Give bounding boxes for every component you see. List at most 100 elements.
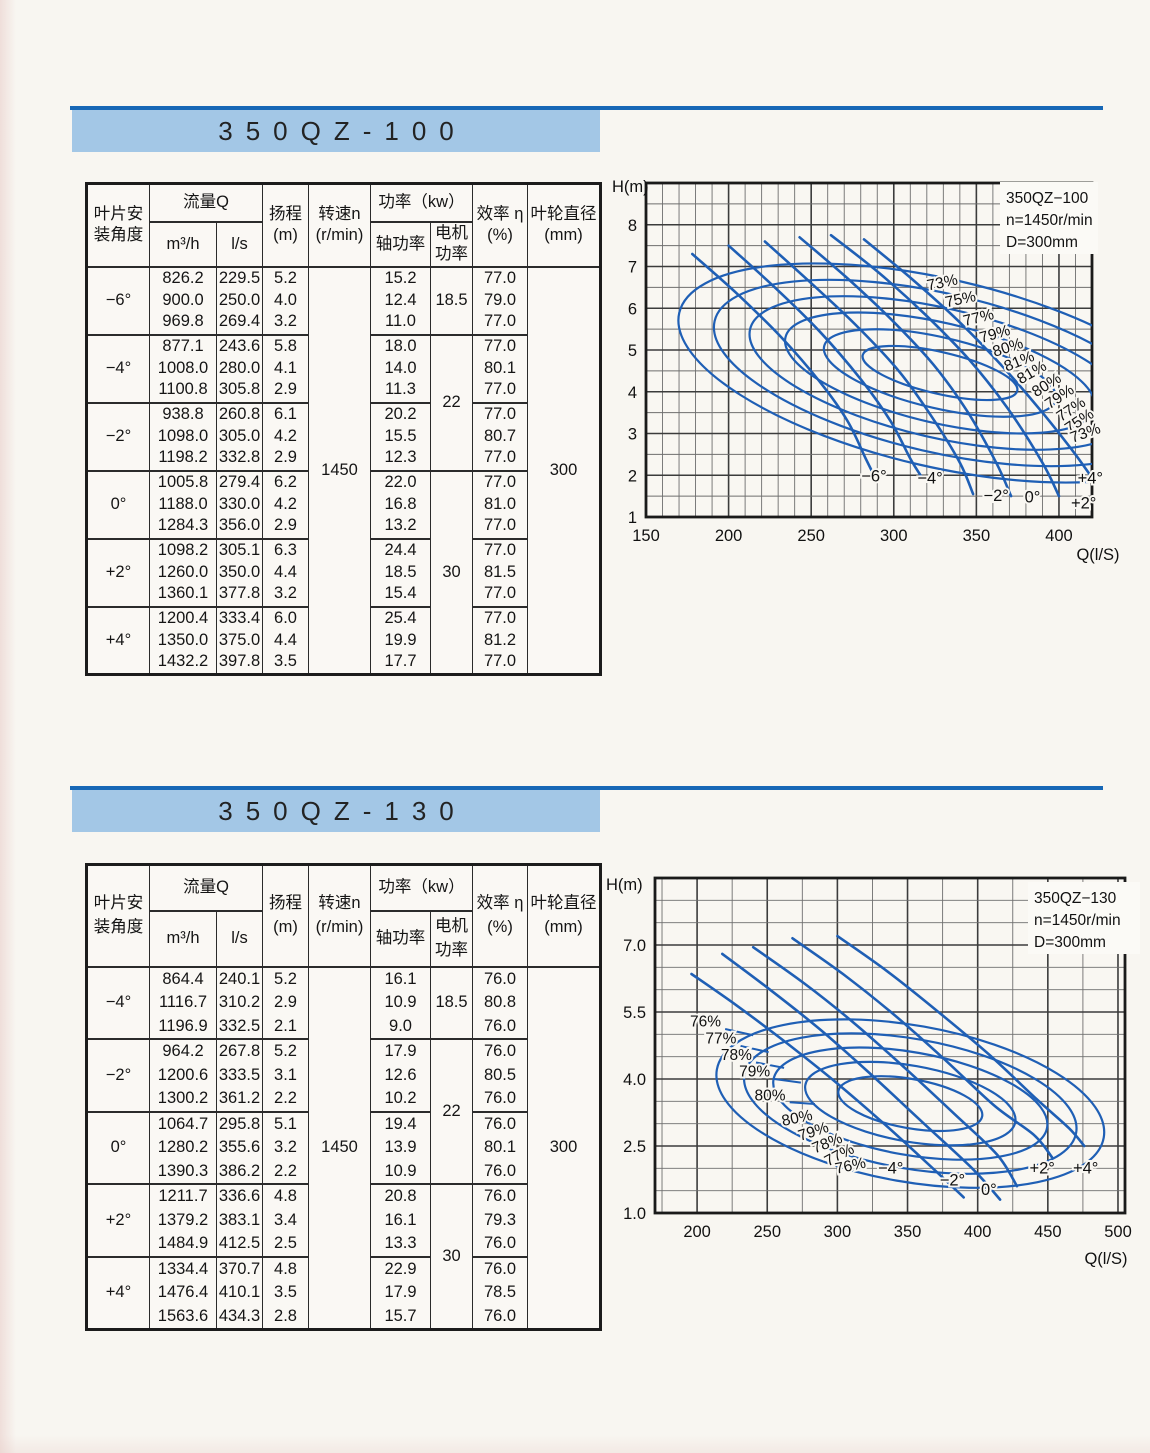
flow-ls-cell: 260.8 305.0 332.8 [216, 401, 263, 471]
header-head: 扬程 (m) [262, 864, 309, 968]
head-cell: 5.8 4.1 2.9 [262, 333, 309, 403]
efficiency-cell: 76.0 80.5 76.0 [472, 1038, 528, 1112]
y-tick-label: 2 [628, 467, 637, 485]
motor-power-cell: 30 [430, 469, 473, 675]
head-curve-−2° [721, 952, 1002, 1201]
contour-75% [712, 278, 1092, 468]
legend-box [1028, 882, 1140, 954]
efficiency-cell: 76.0 80.8 76.0 [472, 965, 528, 1040]
section2-top-rule [70, 786, 1103, 790]
data-table: 叶片安 装角度 流量Q 扬程 (m) 转速n (r/min) 功率（kw） 效率 η (%) 叶轮直… [85, 863, 602, 1331]
x-tick-label: 200 [715, 527, 743, 545]
impeller-dia-cell: 300 [527, 965, 601, 1330]
angle-cell: −2° [86, 1038, 150, 1112]
angle-cell: +4° [86, 605, 150, 675]
header-motor-power: 电机 功率 [430, 221, 473, 268]
table-row: 0° 1064.7 1280.2 1390.3 295.8 355.6 386.2 5.1 3.… [86, 1110, 601, 1185]
motor-power-cell: 22 [430, 1038, 473, 1185]
angle-cell: +2° [86, 1183, 150, 1257]
shaft-power-cell: 17.9 12.6 10.2 [370, 1038, 431, 1112]
label-leader [740, 1044, 769, 1054]
header-efficiency: 效率 η (%) [472, 864, 528, 968]
y-tick-label: 8 [628, 217, 637, 235]
blade-angle-label: +4° [1073, 1160, 1098, 1178]
motor-power-cell: 18.5 [430, 965, 473, 1040]
y-tick-label: 6 [628, 300, 637, 318]
head-curve-−4° [727, 244, 924, 479]
table-row: +4° 1200.4 1350.0 1432.2 333.4 375.0 397.8 6.0 4… [86, 605, 601, 675]
head-cell: 5.2 4.0 3.2 [262, 265, 309, 335]
y-tick-label: 7 [628, 259, 637, 277]
table-row: −4° 864.4 1116.7 1196.9 240.1 310.2 332.5 5.2 2.… [86, 965, 601, 1330]
header-speed: 转速n (r/min) [308, 183, 371, 268]
x-tick-label: 150 [632, 527, 660, 545]
label-leader [724, 1027, 754, 1037]
head-cell: 6.0 4.4 3.5 [262, 605, 309, 675]
head-cell: 6.1 4.2 2.9 [262, 401, 309, 471]
header-impeller-dia: 叶轮直径 (mm) [527, 864, 601, 968]
x-tick-label: 400 [964, 1223, 992, 1241]
header-impeller-dia: 叶轮直径 (mm) [527, 183, 601, 268]
motor-power-cell: 18.5 [430, 265, 473, 335]
blade-angle-label: −6° [861, 468, 886, 486]
section1-title-bar: 350QZ-100 [72, 110, 600, 152]
efficiency-cell: 77.0 81.2 77.0 [472, 605, 528, 675]
blade-angle-label: 0° [981, 1181, 997, 1199]
speed-cell: 1450 [308, 965, 371, 1330]
flow-ls-cell: 305.1 350.0 377.8 [216, 537, 263, 607]
angle-cell: −6° [86, 265, 150, 335]
performance-chart-350qz-130: 76% 77% 78% 79% 80% 80% 79% 78% 77% 76% −4° −2° 0° +2… [600, 858, 1150, 1283]
header-head: 扬程 (m) [262, 183, 309, 268]
legend-line: 350QZ−130 [1034, 890, 1117, 907]
flow-ls-cell: 336.6 383.1 412.5 [216, 1183, 263, 1257]
flow-m3h-cell: 1200.4 1350.0 1432.2 [149, 605, 217, 675]
angle-cell: +2° [86, 537, 150, 607]
y-tick-label: 7.0 [623, 937, 646, 955]
blade-angle-label: +2° [1071, 495, 1096, 513]
efficiency-label: 78% [721, 1047, 752, 1064]
x-tick-label: 450 [1034, 1223, 1062, 1241]
motor-power-cell: 30 [430, 1183, 473, 1330]
speed-cell: 1450 [308, 265, 371, 675]
label-leader [789, 1101, 816, 1106]
x-tick-label: 400 [1045, 527, 1073, 545]
head-curve-+2° [791, 937, 1054, 1159]
y-axis-title: H(m) [606, 876, 643, 894]
table-row: +2° 1211.7 1379.2 1484.9 336.6 383.1 412.5 4.8 3… [86, 1183, 601, 1330]
head-curve-+4° [836, 934, 1086, 1148]
header-flow: 流量Q [149, 864, 263, 912]
legend-line: 350QZ−100 [1006, 190, 1089, 207]
header-shaft-power: 轴功率 [370, 221, 431, 268]
flow-m3h-cell: 1334.4 1476.4 1563.6 [149, 1255, 217, 1330]
efficiency-cell: 77.0 81.5 77.0 [472, 537, 528, 607]
x-tick-label: 200 [683, 1223, 711, 1241]
flow-ls-cell: 229.5 250.0 269.4 [216, 265, 263, 335]
flow-m3h-cell: 1211.7 1379.2 1484.9 [149, 1183, 217, 1257]
header-motor-power: 电机 功率 [430, 910, 473, 968]
chart-350qz-130: 76%77%78%79%80%80%79%78%77%76% −4°−2°0°+2… [606, 876, 1140, 1268]
y-tick-label: 4 [628, 384, 637, 402]
legend-line: D=300mm [1034, 934, 1106, 951]
flow-m3h-cell: 877.1 1008.0 1100.8 [149, 333, 217, 403]
label-leader [755, 1061, 785, 1069]
header-flow-ls: l/s [216, 221, 263, 268]
head-curve-−6° [691, 252, 876, 477]
performance-chart-350qz-100: 73% 75% 77% 79% 80% 81% 81% 80% 79% 77% 75% 73% −6° −… [598, 166, 1150, 583]
y-axis-title: H(m) [612, 178, 649, 196]
table-row: −6° 826.2 900.0 969.8 229.5 250.0 269.4 5.2 4.0 3… [86, 265, 601, 675]
efficiency-cell: 77.0 80.1 77.0 [472, 333, 528, 403]
plot-border [653, 876, 1127, 1215]
angle-cell: −4° [86, 965, 150, 1040]
blade-angle-label: −4° [878, 1160, 903, 1178]
table-row: −4° 877.1 1008.0 1100.8 243.6 280.0 305.8 5.8 4.… [86, 333, 601, 471]
contour-77% [748, 295, 1092, 451]
head-cell: 6.2 4.2 2.9 [262, 469, 309, 539]
table-row: +4° 1334.4 1476.4 1563.6 370.7 410.1 434.3 4.8 3… [86, 1255, 601, 1330]
header-efficiency: 效率 η (%) [472, 183, 528, 268]
head-cell: 5.2 2.9 2.1 [262, 965, 309, 1040]
head-curve-0° [798, 236, 1013, 498]
shaft-power-cell: 15.2 12.4 11.0 [370, 265, 431, 335]
flow-ls-cell: 240.1 310.2 332.5 [216, 965, 263, 1040]
shaft-power-cell: 24.4 18.5 15.4 [370, 537, 431, 607]
blade-angle-label: +4° [1078, 470, 1103, 488]
